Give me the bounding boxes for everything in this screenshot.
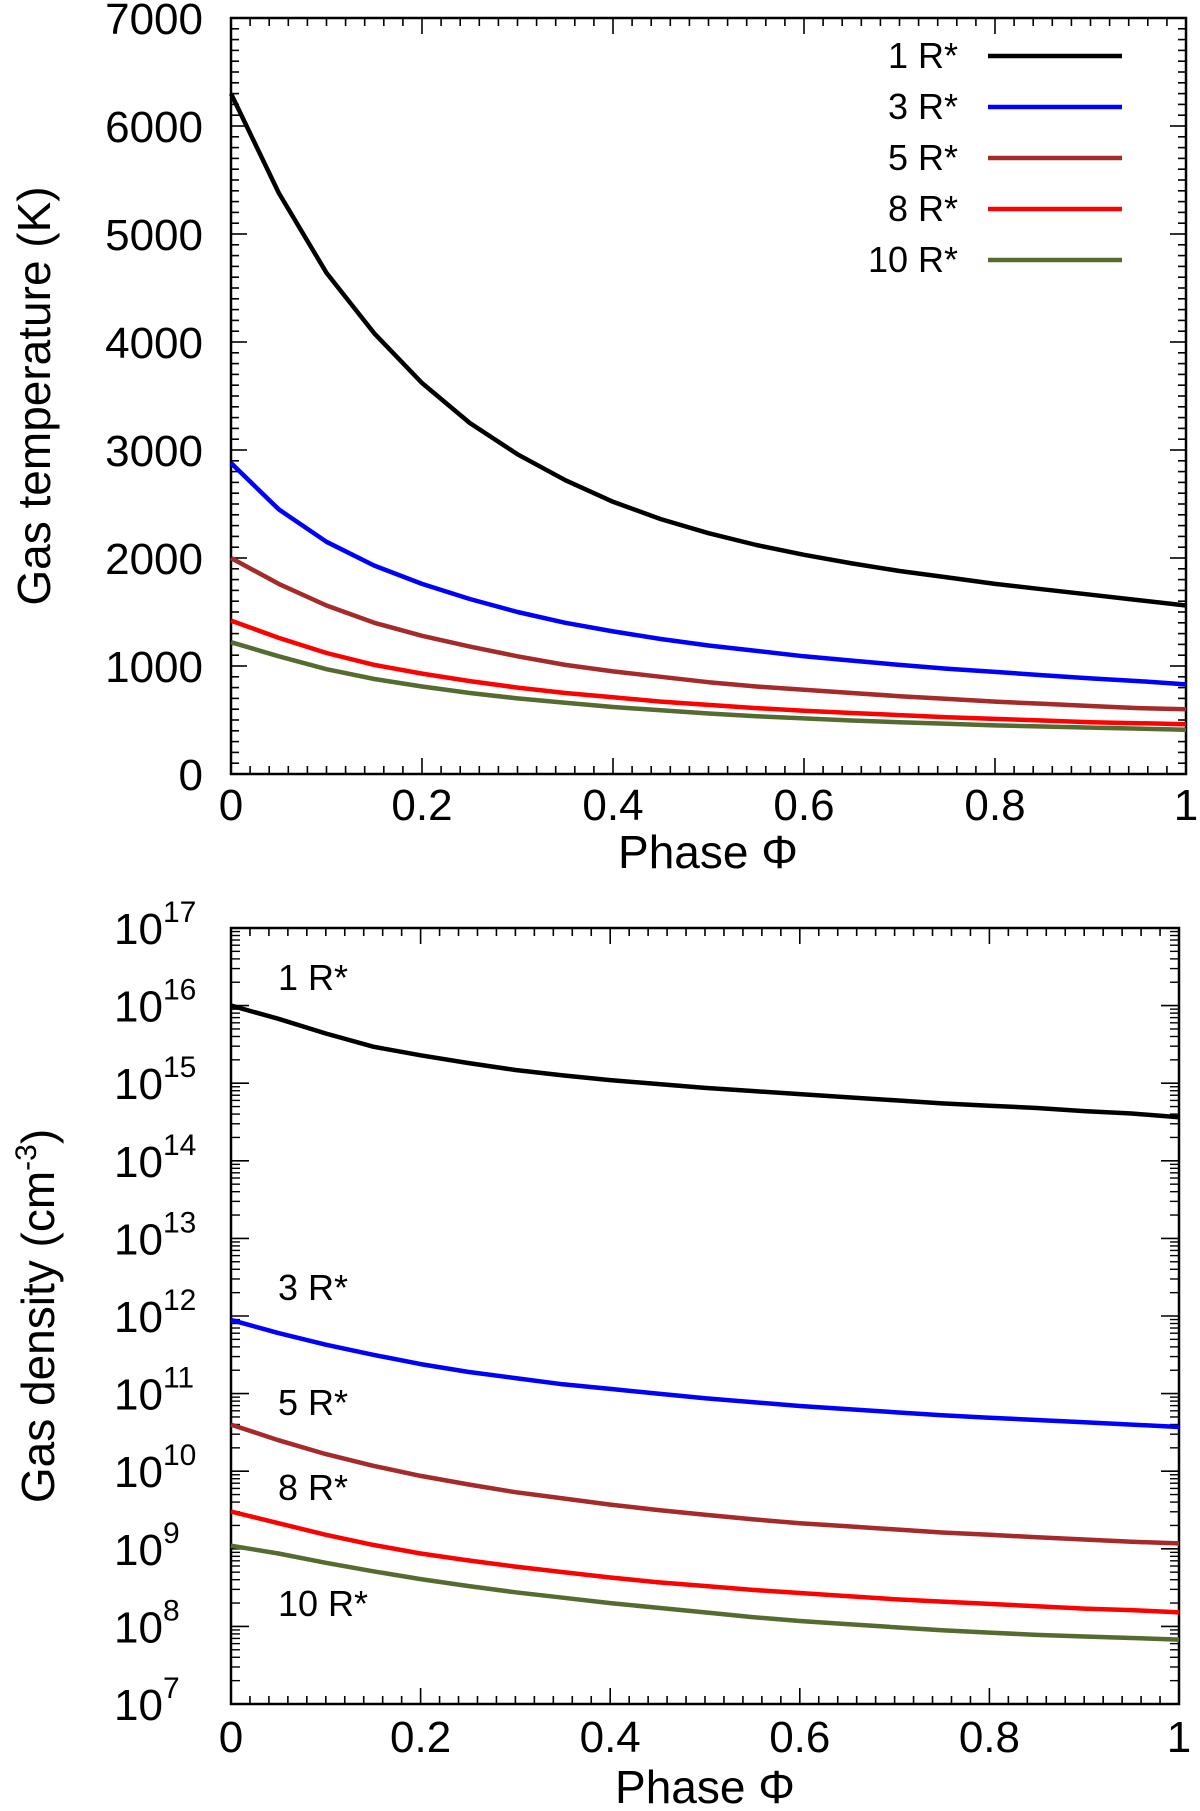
series-line-5-r <box>229 556 1187 712</box>
density-y-axis-label: Gas density (cm-3) <box>10 1129 64 1503</box>
y-tick-label: 109 <box>114 1517 180 1575</box>
y-tick-base: 10 <box>114 905 163 954</box>
temperature-tick-marks <box>230 17 1187 775</box>
y-tick-label: 4000 <box>105 319 203 368</box>
y-tick-base: 10 <box>114 1371 163 1420</box>
y-tick-label: 7000 <box>105 0 203 44</box>
x-tick-label: 0.2 <box>391 781 452 830</box>
density-inline-labels: 1 R* 3 R* 5 R* 8 R* 10 R* <box>278 957 368 1624</box>
temperature-y-tick-labels: 0 1000 2000 3000 4000 5000 6000 7000 <box>105 0 203 800</box>
temperature-series-lines <box>228 92 1187 732</box>
series-line-3-r <box>230 1317 1180 1430</box>
legend-label-3-r: 3 R* <box>888 86 958 127</box>
density-x-axis-label: Phase Φ <box>615 1761 795 1811</box>
legend-label-1-r: 1 R* <box>888 35 958 76</box>
y-tick-label: 107 <box>114 1672 180 1730</box>
x-tick-label: 1 <box>1167 1713 1191 1762</box>
inline-label-10-r: 10 R* <box>278 1583 368 1624</box>
y-tick-base: 10 <box>114 1448 163 1497</box>
y-tick-label: 1012 <box>114 1284 196 1342</box>
temperature-plot-frame <box>229 16 1188 776</box>
y-tick-exponent: 7 <box>163 1672 180 1705</box>
x-tick-label: 0 <box>219 781 243 830</box>
x-tick-label: 0.4 <box>582 781 643 830</box>
y-tick-base: 10 <box>114 1526 163 1575</box>
x-tick-label: 0.4 <box>580 1713 641 1762</box>
y-tick-base: 10 <box>114 983 163 1032</box>
x-tick-label: 0.6 <box>769 1713 830 1762</box>
temperature-y-axis-label: Gas temperature (K) <box>8 186 60 605</box>
density-y-tick-labels: 1071081091010101110121013101410151016101… <box>114 896 196 1730</box>
y-tick-label: 1014 <box>114 1129 196 1187</box>
y-tick-label: 1013 <box>114 1206 196 1264</box>
y-tick-base: 10 <box>114 1681 163 1730</box>
x-tick-label: 0 <box>219 1713 243 1762</box>
legend-label-10-r: 10 R* <box>868 239 958 280</box>
y-tick-label: 1011 <box>114 1362 194 1420</box>
y-tick-exponent: 15 <box>163 1051 196 1084</box>
inline-label-3-r: 3 R* <box>278 1267 348 1308</box>
temperature-legend: 1 R* 3 R* 5 R* 8 R* 10 R* <box>868 35 1122 280</box>
inline-label-8-r: 8 R* <box>278 1467 348 1508</box>
series-line-10-r <box>230 640 1187 732</box>
y-tick-label: 1015 <box>114 1051 196 1109</box>
density-y-label-main: Gas density (cm <box>12 1171 64 1503</box>
x-tick-label: 0.6 <box>773 781 834 830</box>
series-line-8-r <box>230 618 1187 727</box>
y-tick-exponent: 11 <box>163 1362 194 1395</box>
density-y-label-close: ) <box>12 1129 64 1144</box>
y-tick-exponent: 12 <box>163 1284 196 1317</box>
density-series-lines <box>230 1003 1180 1642</box>
y-tick-label: 1016 <box>114 974 196 1032</box>
y-tick-label: 5000 <box>105 211 203 260</box>
series-line-1-r <box>230 1003 1180 1120</box>
density-chart: 0 0.2 0.4 0.6 0.8 1 1071081091010101110121013… <box>10 896 1191 1811</box>
y-tick-exponent: 9 <box>163 1517 180 1550</box>
x-tick-label: 1 <box>1174 781 1198 830</box>
series-line-3-r <box>229 461 1187 687</box>
y-tick-base: 10 <box>114 1215 163 1264</box>
y-tick-base: 10 <box>114 1138 163 1187</box>
y-tick-base: 10 <box>114 1293 163 1342</box>
y-tick-exponent: 13 <box>163 1206 196 1239</box>
temperature-x-axis-label: Phase Φ <box>618 826 798 878</box>
y-tick-label: 1017 <box>114 896 196 954</box>
density-tick-marks <box>230 927 1180 1705</box>
y-tick-exponent: 8 <box>163 1594 180 1627</box>
density-x-tick-labels: 0 0.2 0.4 0.6 0.8 1 <box>219 1713 1191 1762</box>
legend-label-8-r: 8 R* <box>888 188 958 229</box>
y-tick-label: 2000 <box>105 535 203 584</box>
series-line-8-r <box>230 1509 1180 1615</box>
series-line-1-r <box>228 92 1187 608</box>
x-tick-label: 0.8 <box>959 1713 1020 1762</box>
inline-label-1-r: 1 R* <box>278 957 348 998</box>
y-tick-base: 10 <box>114 1603 163 1652</box>
y-tick-label: 6000 <box>105 103 203 152</box>
x-tick-label: 0.2 <box>390 1713 451 1762</box>
y-tick-exponent: 17 <box>163 896 196 929</box>
y-tick-base: 10 <box>114 1060 163 1109</box>
inline-label-5-r: 5 R* <box>278 1382 348 1423</box>
y-tick-label: 1000 <box>105 643 203 692</box>
series-line-5-r <box>230 1422 1180 1546</box>
series-line-10-r <box>230 1543 1180 1642</box>
y-tick-label: 0 <box>179 751 203 800</box>
y-tick-exponent: 10 <box>163 1439 196 1472</box>
y-tick-label: 1010 <box>114 1439 196 1497</box>
x-tick-label: 0.8 <box>964 781 1025 830</box>
density-y-label-exponent: -3 <box>10 1144 43 1171</box>
y-tick-exponent: 14 <box>163 1129 196 1162</box>
temperature-x-tick-labels: 0 0.2 0.4 0.6 0.8 1 <box>219 781 1198 830</box>
y-tick-exponent: 16 <box>163 974 196 1007</box>
y-tick-label: 108 <box>114 1594 180 1652</box>
legend-label-5-r: 5 R* <box>888 137 958 178</box>
temperature-chart: 0 0.2 0.4 0.6 0.8 1 0 1000 2000 3000 4000 5000 6000… <box>8 0 1198 878</box>
y-tick-label: 3000 <box>105 427 203 476</box>
